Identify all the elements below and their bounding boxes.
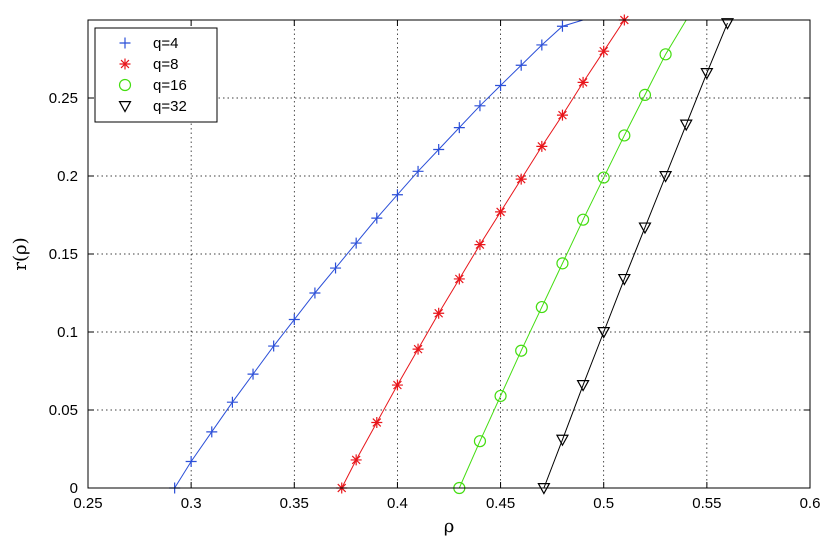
data-point (391, 189, 403, 201)
legend-box (94, 27, 218, 123)
x-tick-label: 0.3 (181, 495, 202, 512)
x-axis-ticks: 0.25 0.3 0.35 0.4 0.45 0.5 0.55 0.6 (73, 20, 820, 512)
data-point (288, 314, 300, 326)
data-point (617, 273, 631, 286)
data-point (391, 379, 403, 391)
data-point (556, 20, 568, 32)
legend-entry-label: q=16 (153, 77, 187, 94)
x-tick-label: 0.35 (280, 495, 309, 512)
data-point (433, 143, 445, 155)
series-line-3 (458, 19, 687, 489)
data-point (474, 100, 486, 112)
y-tick-label: 0.1 (57, 324, 78, 341)
legend-marker (118, 78, 132, 92)
data-point (556, 109, 568, 121)
data-point (247, 368, 259, 380)
data-point (720, 18, 735, 30)
data-point (309, 287, 321, 299)
data-point (371, 416, 383, 428)
data-point (515, 173, 527, 185)
data-point (598, 45, 610, 57)
data-point (494, 389, 507, 403)
legend-marker (119, 37, 131, 49)
data-point (226, 396, 238, 408)
series-line-4 (543, 22, 728, 489)
x-tick-label: 0.4 (387, 495, 408, 512)
y-axis-ticks: 0 0.05 0.1 0.15 0.2 0.25 (49, 90, 810, 497)
x-tick-label: 0.45 (486, 495, 515, 512)
data-point (535, 300, 548, 314)
data-point (350, 454, 362, 466)
data-point (618, 129, 631, 142)
y-tick-label: 0 (70, 480, 78, 497)
data-point (537, 483, 551, 495)
legend-entry-label: q=32 (153, 98, 187, 115)
data-point (206, 426, 218, 438)
data-point (495, 206, 507, 218)
x-tick-label: 0.6 (800, 495, 821, 512)
data-point (659, 48, 672, 61)
data-point (638, 88, 652, 101)
data-point (576, 213, 590, 226)
data-point (597, 327, 611, 339)
x-axis-label: ρ (444, 516, 455, 537)
data-point (412, 343, 424, 355)
grid-lines (88, 20, 810, 488)
series-line-2 (341, 19, 625, 489)
legend-marker (119, 58, 131, 70)
data-point (473, 435, 487, 448)
legend-marker (118, 101, 132, 113)
data-point (515, 344, 528, 357)
data-point (515, 59, 527, 71)
data-point (679, 119, 693, 132)
data-point (495, 80, 507, 92)
data-point (453, 273, 465, 285)
data-point (536, 39, 548, 51)
data-point (453, 122, 465, 134)
x-tick-label: 0.5 (593, 495, 614, 512)
legend: q=4 q=8 q=16 q=32 (94, 27, 218, 123)
legend-entry-label: q=8 (153, 56, 178, 73)
data-point (597, 171, 610, 184)
y-tick-label: 0.2 (57, 168, 78, 185)
data-point (556, 257, 569, 270)
y-tick-label: 0.25 (49, 90, 78, 107)
data-point (536, 140, 548, 152)
data-point (700, 68, 714, 80)
data-point (659, 171, 673, 183)
series-markers (169, 14, 735, 495)
data-point (350, 237, 362, 249)
data-point (555, 434, 569, 447)
x-tick-label: 0.55 (692, 495, 721, 512)
x-tick-label: 0.25 (73, 495, 102, 512)
data-point (330, 262, 342, 274)
data-point (638, 222, 652, 235)
data-point (412, 165, 424, 177)
legend-entry-label: q=4 (153, 35, 178, 52)
data-point (371, 212, 383, 224)
y-tick-label: 0.05 (49, 402, 78, 419)
data-point (433, 307, 445, 319)
data-point (474, 239, 486, 251)
data-point (576, 380, 590, 392)
y-axis-label: r(ρ) (10, 237, 31, 270)
series-lines (174, 19, 728, 489)
y-tick-label: 0.15 (49, 246, 78, 263)
data-point (577, 76, 589, 88)
data-point (185, 455, 197, 467)
data-point (268, 340, 280, 352)
